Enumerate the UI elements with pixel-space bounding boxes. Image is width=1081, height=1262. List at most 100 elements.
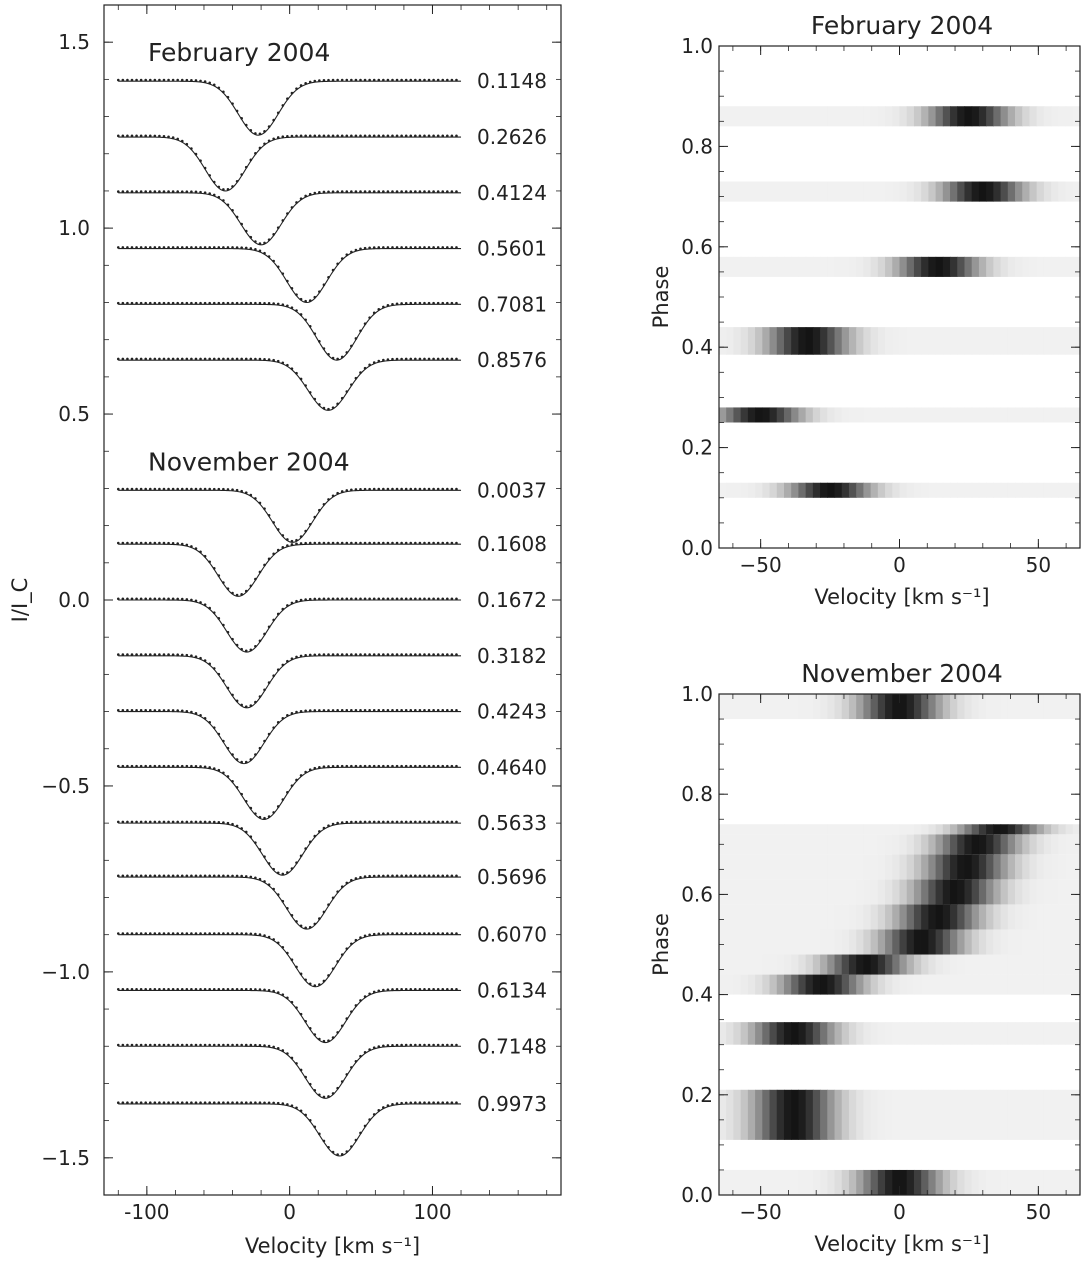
heatmap-cell (755, 407, 763, 423)
heatmap-cell (791, 929, 800, 955)
data-point (208, 301, 211, 305)
heatmap-cell (755, 482, 763, 498)
y-tick-label: 0.6 (681, 235, 713, 259)
observed-points (116, 301, 458, 361)
heatmap-cell (726, 954, 735, 975)
data-point (171, 874, 175, 878)
heatmap-cell (971, 974, 980, 995)
heatmap-cell (892, 974, 901, 995)
data-point (354, 877, 358, 880)
heatmap-cell (747, 929, 756, 955)
heatmap-cell (719, 482, 727, 498)
heatmap-cell (921, 834, 929, 855)
heatmap-cell (1051, 106, 1059, 127)
data-point (290, 1104, 294, 1108)
heatmap-cell (719, 256, 727, 277)
data-point (423, 932, 426, 935)
heatmap-cell (733, 954, 742, 975)
data-point (345, 351, 349, 354)
data-point (336, 1086, 339, 1090)
data-point (427, 1101, 431, 1104)
heatmap-cell (957, 834, 966, 855)
data-point (318, 340, 321, 343)
data-point (217, 820, 221, 824)
heatmap-cell (928, 904, 937, 930)
heatmap-cell (986, 181, 994, 202)
data-point (116, 709, 120, 712)
data-point (194, 487, 198, 491)
data-point (304, 1075, 307, 1079)
data-point (249, 806, 253, 810)
heatmap-cell (812, 904, 821, 930)
data-point (217, 487, 221, 491)
data-point (368, 874, 371, 878)
heatmap-cell (885, 854, 893, 880)
data-point (116, 653, 120, 656)
data-point (423, 134, 426, 138)
heatmap-cell (726, 854, 735, 880)
data-point (436, 134, 440, 138)
heatmap-cell (877, 106, 886, 127)
data-point (203, 191, 207, 194)
heatmap-cell (921, 106, 929, 127)
data-point (126, 932, 129, 935)
data-point (217, 301, 221, 305)
data-point (139, 653, 143, 656)
data-point (377, 653, 381, 656)
profile-fit-line (118, 989, 462, 1044)
heatmap-cell (1029, 482, 1038, 498)
data-point (377, 359, 381, 363)
data-point (180, 487, 184, 491)
heatmap-cell (892, 1169, 901, 1195)
data-point (263, 563, 266, 567)
heatmap-cell (1036, 879, 1045, 905)
heatmap-cell (993, 929, 1002, 955)
data-point (400, 653, 403, 656)
data-point (391, 653, 394, 656)
heatmap-cell (993, 1022, 1002, 1045)
heatmap-cell (856, 954, 864, 975)
data-point (116, 134, 120, 138)
heatmap-cell (993, 407, 1002, 423)
heatmap-cell (834, 1022, 843, 1045)
data-point (135, 1101, 138, 1104)
heatmap-cell (950, 1022, 958, 1045)
heatmap-cell (834, 106, 843, 127)
data-point (414, 1043, 417, 1047)
heatmap-cell (733, 694, 742, 720)
data-point (322, 347, 326, 350)
heatmap-cell (892, 879, 901, 905)
heatmap-cell (1015, 327, 1023, 355)
data-point (276, 548, 280, 552)
data-point (217, 932, 221, 935)
data-point (185, 820, 189, 824)
heatmap-cell (1029, 974, 1038, 995)
heatmap-cell (776, 974, 785, 995)
data-point (139, 597, 143, 601)
data-point (263, 142, 266, 146)
heatmap-cell (1072, 824, 1081, 835)
heatmap-cell (964, 482, 973, 498)
heatmap-cell (957, 407, 966, 423)
data-point (235, 488, 239, 492)
heatmap-cell (913, 327, 922, 355)
profile-fit-line (118, 359, 462, 411)
data-point (377, 541, 381, 545)
data-point (281, 219, 285, 222)
data-point (116, 357, 120, 361)
heatmap-cell (863, 954, 872, 975)
data-point (281, 946, 285, 949)
data-point (281, 993, 285, 996)
heatmap-cell (1051, 929, 1059, 955)
heatmap-cell (906, 256, 915, 277)
data-point (180, 1101, 184, 1104)
data-point (249, 758, 253, 761)
data-point (395, 653, 399, 656)
data-point (144, 874, 147, 878)
data-point (400, 1101, 403, 1105)
data-point (258, 242, 262, 245)
data-point (116, 932, 120, 935)
data-point (258, 132, 262, 136)
profile-fit-line (118, 192, 462, 246)
data-point (249, 704, 253, 707)
